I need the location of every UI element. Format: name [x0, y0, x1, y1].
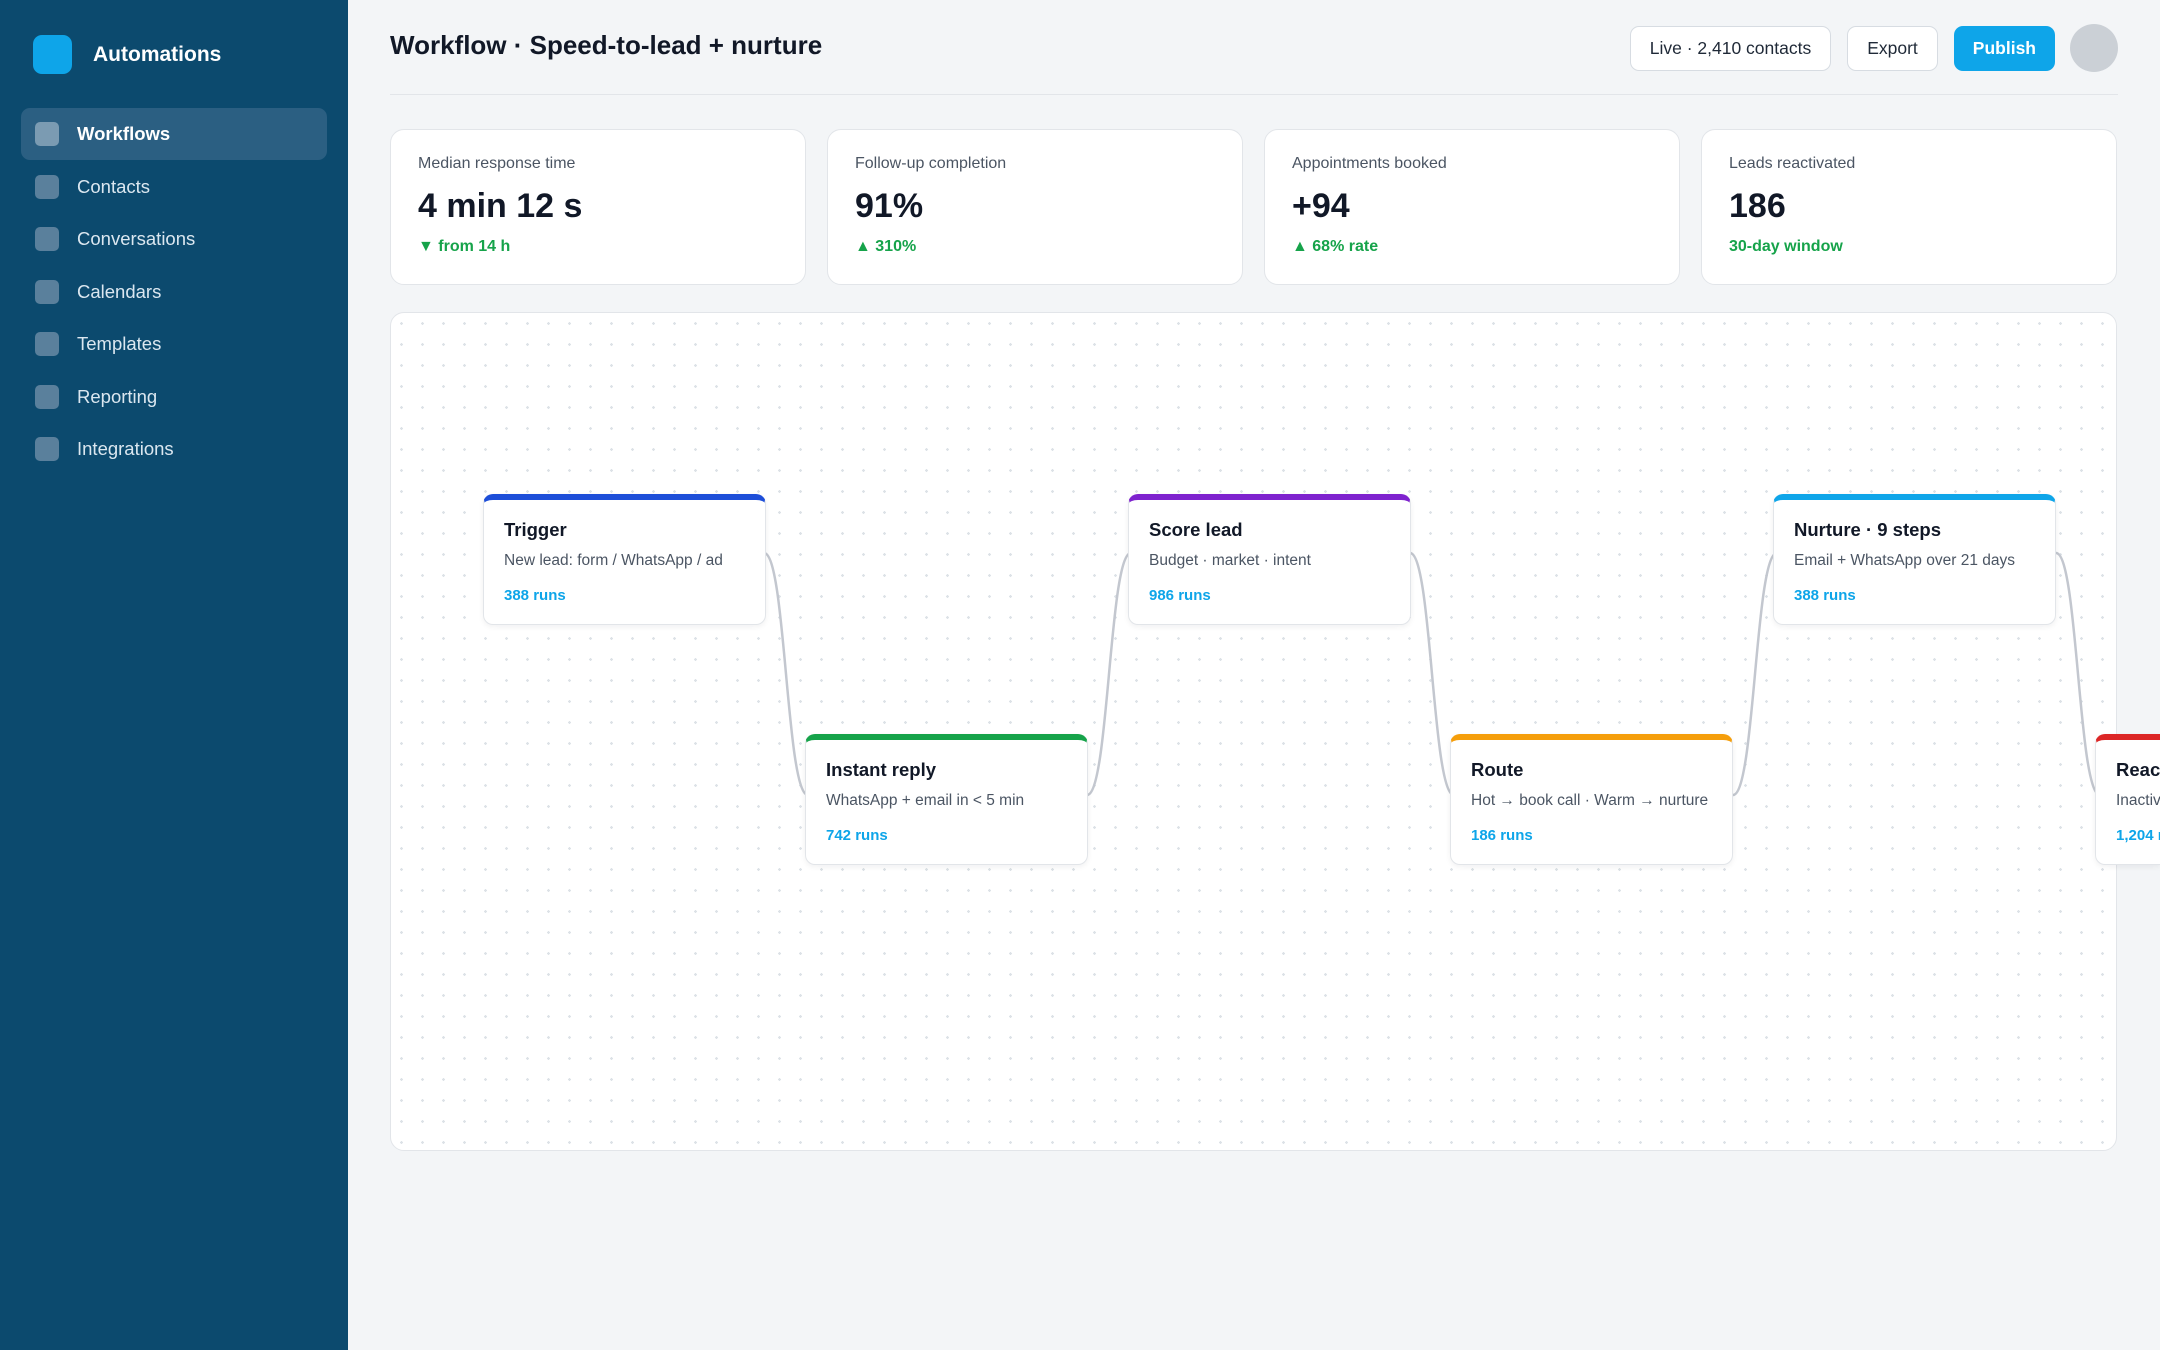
kpi-value: 186 [1729, 187, 1786, 225]
brand[interactable]: Automations [33, 35, 221, 74]
kpi-card-reactivated: Leads reactivated 186 30-day window [1701, 129, 2117, 285]
kpi-delta: ▲ 310% [855, 238, 917, 255]
kpi-value: 4 min 12 s [418, 187, 583, 225]
kpi-card-follow-up: Follow-up completion 91% ▲ 310% [827, 129, 1243, 285]
export-button[interactable]: Export [1847, 25, 1938, 71]
live-contacts-badge[interactable]: Live · 2,410 contacts [1629, 25, 1832, 71]
calendars-icon [35, 279, 59, 304]
app-logo-icon [33, 35, 72, 74]
kpi-row: Median response time 4 min 12 s ▼ from 1… [390, 129, 2117, 285]
node-description: Budget · market · intent [1149, 552, 1311, 569]
workflows-icon [35, 122, 59, 146]
node-title: Trigger [504, 519, 567, 540]
sidebar-item-label: Integrations [77, 438, 174, 459]
workflow-node-score-lead[interactable]: Score lead Budget · market · intent 986 … [1128, 494, 1411, 625]
node-description: WhatsApp + email in < 5 min [826, 792, 1025, 809]
sidebar-item-workflows[interactable]: Workflows [21, 108, 327, 160]
workflow-node-route[interactable]: Route Hot → book call · Warm → nurture 1… [1450, 734, 1733, 865]
avatar[interactable] [2070, 24, 2118, 72]
node-description: Hot → book call · Warm → nurture [1471, 792, 1709, 809]
kpi-label: Follow-up completion [855, 155, 1007, 172]
app-name: Automations [93, 42, 222, 66]
node-title: Score lead [1149, 519, 1243, 540]
sidebar-item-label: Contacts [77, 175, 151, 197]
sidebar-item-label: Workflows [77, 123, 171, 144]
kpi-delta: 30-day window [1729, 238, 1843, 255]
node-title: Route [1471, 759, 1524, 780]
workflow-canvas[interactable] [390, 312, 2117, 1151]
sidebar-item-label: Reporting [77, 385, 158, 407]
kpi-card-appointments: Appointments booked +94 ▲ 68% rate [1264, 129, 1680, 285]
publish-button[interactable]: Publish [1953, 25, 2055, 71]
sidebar-item-calendars[interactable]: Calendars [21, 266, 327, 318]
sidebar: Automations Workflows Contacts Conversat… [0, 0, 348, 1350]
kpi-delta: ▼ from 14 h [418, 238, 511, 255]
templates-icon [35, 332, 59, 356]
sidebar-nav: Workflows Contacts Conversations Calenda… [21, 108, 327, 476]
node-description: Email + WhatsApp over 21 days [1794, 552, 2015, 569]
conversations-icon [35, 227, 59, 251]
node-runs: 1,204 runs [2116, 827, 2160, 844]
page-header: Workflow · Speed-to-lead + nurture Live … [390, 24, 2118, 95]
page-title: Workflow · Speed-to-lead + nurture [390, 30, 823, 60]
node-title: Instant reply [826, 759, 936, 780]
sidebar-item-conversations[interactable]: Conversations [21, 213, 327, 265]
node-title: Reactivate [2116, 759, 2160, 780]
node-runs: 388 runs [1794, 587, 1856, 604]
reporting-icon [35, 384, 59, 409]
kpi-label: Leads reactivated [1729, 155, 1856, 172]
sidebar-item-label: Conversations [77, 228, 196, 249]
sidebar-item-contacts[interactable]: Contacts [21, 161, 327, 213]
node-title: Nurture · 9 steps [1794, 519, 1942, 540]
node-description: Inactive 30+ days [2116, 792, 2160, 809]
kpi-value: +94 [1292, 187, 1350, 225]
integrations-icon [35, 437, 59, 461]
kpi-label: Median response time [418, 155, 576, 172]
sidebar-item-integrations[interactable]: Integrations [21, 423, 327, 475]
kpi-delta: ▲ 68% rate [1292, 238, 1379, 255]
sidebar-item-label: Templates [77, 333, 162, 354]
kpi-label: Appointments booked [1292, 155, 1447, 172]
node-runs: 186 runs [1471, 827, 1533, 844]
node-runs: 388 runs [504, 587, 566, 604]
sidebar-item-label: Calendars [77, 280, 162, 302]
node-description: New lead: form / WhatsApp / ad [504, 552, 723, 569]
kpi-value: 91% [855, 187, 924, 225]
kpi-card-response-time: Median response time 4 min 12 s ▼ from 1… [390, 129, 806, 285]
sidebar-item-templates[interactable]: Templates [21, 318, 327, 370]
sidebar-item-reporting[interactable]: Reporting [21, 371, 327, 423]
node-runs: 742 runs [826, 827, 888, 844]
workflow-node-nurture[interactable]: Nurture · 9 steps Email + WhatsApp over … [1773, 494, 2056, 625]
workflow-node-instant-reply[interactable]: Instant reply WhatsApp + email in < 5 mi… [805, 734, 1088, 865]
contacts-icon [35, 174, 59, 199]
node-runs: 986 runs [1149, 587, 1211, 604]
workflow-node-trigger[interactable]: Trigger New lead: form / WhatsApp / ad 3… [483, 494, 766, 625]
header-actions: Live · 2,410 contacts Export Publish [1614, 24, 2118, 72]
workflow-node-reactivate[interactable]: Reactivate Inactive 30+ days 1,204 runs [2095, 734, 2160, 865]
